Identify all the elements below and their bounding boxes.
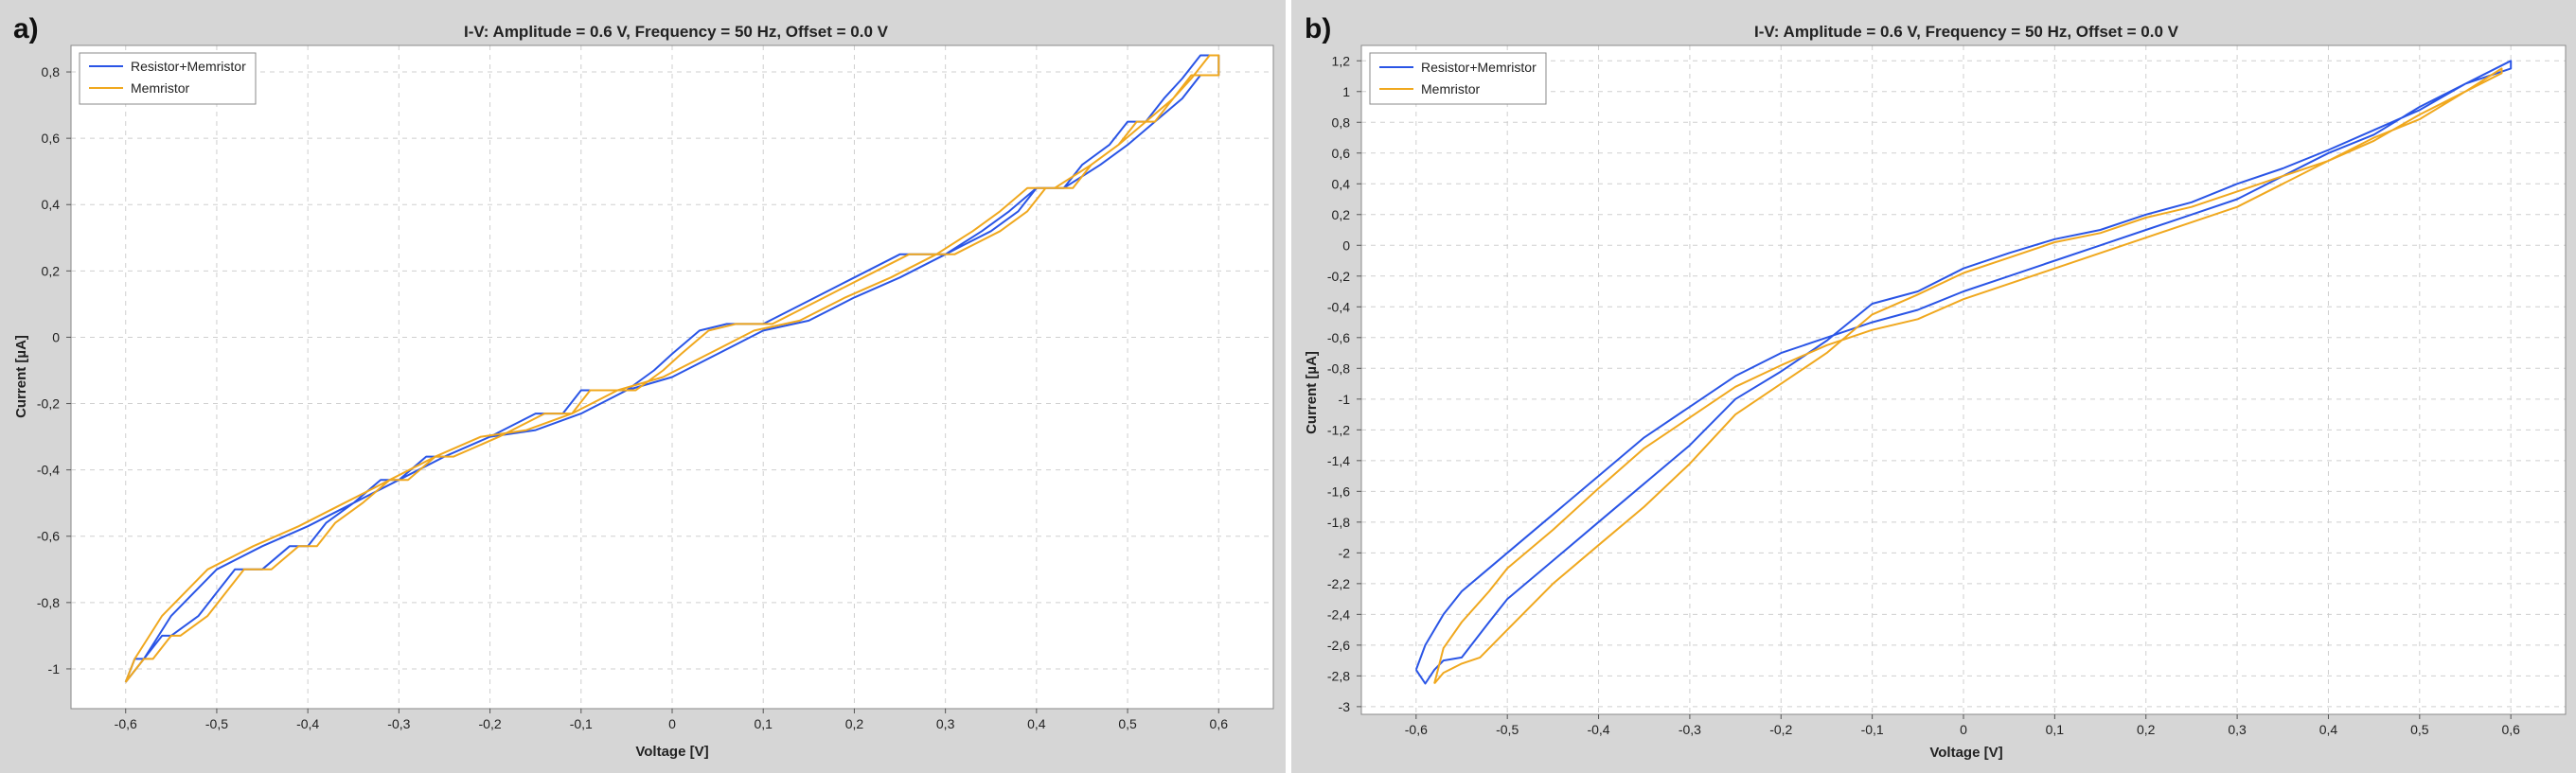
y-tick-label: 0,2 [1332,207,1351,222]
y-tick-label: -0,8 [37,595,60,610]
y-tick-label: -2,8 [1327,668,1350,683]
y-tick-label: 0,4 [42,197,61,212]
y-tick-label: -2,6 [1327,638,1350,653]
chart-title: I-V: Amplitude = 0.6 V, Frequency = 50 H… [1754,23,2179,41]
y-tick-label: -1,2 [1327,422,1350,437]
y-axis-ticks: -1 -0,8 -0,6 -0,4 -0,2 0 0,2 0,4 0,6 0,8 [37,64,71,676]
y-tick-label: -1,8 [1327,515,1350,530]
chart-title: I-V: Amplitude = 0.6 V, Frequency = 50 H… [464,23,889,41]
series-line-resistor-memristor [1414,60,2513,685]
y-tick-label: -1 [48,661,61,676]
y-tick-label: 0,6 [1332,146,1351,161]
y-tick-label: -3 [1339,699,1351,714]
chart-panel-a: a) I-V: Amplitude = 0.6 V, Frequency = 5… [0,0,1286,773]
x-tick-label: 0,6 [2501,722,2520,737]
x-tick-label: 0,5 [1118,716,1137,731]
x-axis-ticks: -0,6 -0,5 -0,4 -0,3 -0,2 -0,1 0 0,1 0,2 0,3 0,4 0,5… [1405,714,2520,737]
legend-label-resistor-memristor: Resistor+Memristor [131,59,246,74]
x-axis-label: Voltage [V] [635,744,708,760]
legend-box [79,52,257,105]
y-tick-label: -0,4 [37,463,60,478]
x-tick-label: -0,3 [387,716,410,731]
legend: Resistor+Memristor Memristor [1369,52,1547,105]
series-line-memristor [1433,67,2503,685]
y-tick-label: -0,8 [1327,360,1350,376]
y-tick-label: 0,2 [42,263,61,278]
y-tick-label: 0 [1342,237,1350,253]
y-tick-label: 0,4 [1332,176,1351,191]
y-tick-label: -2,2 [1327,576,1350,591]
series-lines [1414,60,2513,685]
legend: Resistor+Memristor Memristor [79,52,257,105]
x-tick-label: 0,2 [2137,722,2156,737]
x-tick-label: -0,1 [570,716,593,731]
y-tick-label: -2 [1339,545,1351,560]
y-tick-label: -0,6 [37,529,60,544]
x-tick-label: -0,5 [1496,722,1519,737]
x-tick-label: 0,3 [936,716,955,731]
x-tick-label: -0,5 [205,716,228,731]
chart-panel-b: b) I-V: Amplitude = 0.6 V, Frequency = 5… [1291,0,2576,773]
y-tick-label: 0,8 [1332,114,1351,130]
x-axis-ticks: -0,6 -0,5 -0,4 -0,3 -0,2 -0,1 0 0,1 0,2 0,3 0,4 0,5… [115,709,1229,731]
x-tick-label: 0,2 [845,716,864,731]
x-tick-label: 0 [1960,722,1967,737]
grid-lines [1361,45,2566,714]
y-tick-label: 0,6 [42,131,61,146]
y-tick-label: 0,8 [42,64,61,79]
series-lines [124,54,1220,683]
legend-label-resistor-memristor: Resistor+Memristor [1421,60,1537,75]
y-axis-label: Current [µA] [1304,351,1320,434]
x-tick-label: -0,6 [115,716,137,731]
y-tick-label: 0 [52,329,60,344]
x-tick-label: 0 [668,716,676,731]
y-tick-label: 1,2 [1332,53,1351,68]
x-tick-label: 0,4 [1027,716,1046,731]
x-tick-label: 0,1 [2046,722,2065,737]
legend-label-memristor: Memristor [1421,81,1481,97]
series-line-memristor [124,54,1220,683]
legend-box [1369,52,1547,105]
x-tick-label: 0,5 [2410,722,2429,737]
y-tick-label: -0,2 [37,396,60,412]
x-tick-label: -0,4 [296,716,319,731]
y-tick-label: -1,4 [1327,453,1350,468]
x-axis-label: Voltage [V] [1929,745,2002,761]
y-tick-label: -0,2 [1327,269,1350,284]
x-tick-label: -0,4 [1587,722,1609,737]
x-tick-label: -0,1 [1861,722,1884,737]
legend-label-memristor: Memristor [131,80,190,96]
x-tick-label: 0,3 [2228,722,2247,737]
y-tick-label: -1 [1339,392,1351,407]
x-tick-label: -0,2 [479,716,502,731]
panel-letter: b) [1305,13,1331,44]
panel-letter: a) [13,13,39,44]
x-tick-label: 0,1 [754,716,773,731]
y-axis-ticks: -3 -2,8 -2,6 -2,4 -2,2 -2 -1,8 -1,6 -1,4 -1,2 -1 -0… [1327,53,1361,714]
x-tick-label: 0,6 [1210,716,1229,731]
x-tick-label: 0,4 [2319,722,2338,737]
y-tick-label: -1,6 [1327,483,1350,499]
y-tick-label: 1 [1342,84,1350,99]
x-tick-label: -0,3 [1679,722,1701,737]
x-tick-label: -0,6 [1405,722,1428,737]
y-tick-label: -0,4 [1327,299,1350,314]
y-tick-label: -0,6 [1327,330,1350,345]
x-tick-label: -0,2 [1769,722,1792,737]
y-tick-label: -2,4 [1327,606,1350,622]
y-axis-label: Current [µA] [13,335,29,418]
